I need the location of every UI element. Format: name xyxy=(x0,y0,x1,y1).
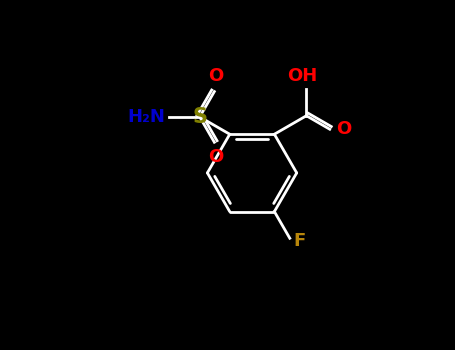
Text: S: S xyxy=(192,107,207,127)
Text: O: O xyxy=(208,148,223,166)
Text: O: O xyxy=(336,120,351,138)
Text: O: O xyxy=(208,68,223,85)
Text: OH: OH xyxy=(288,67,318,85)
Text: F: F xyxy=(293,232,306,250)
Text: H₂N: H₂N xyxy=(127,108,165,126)
